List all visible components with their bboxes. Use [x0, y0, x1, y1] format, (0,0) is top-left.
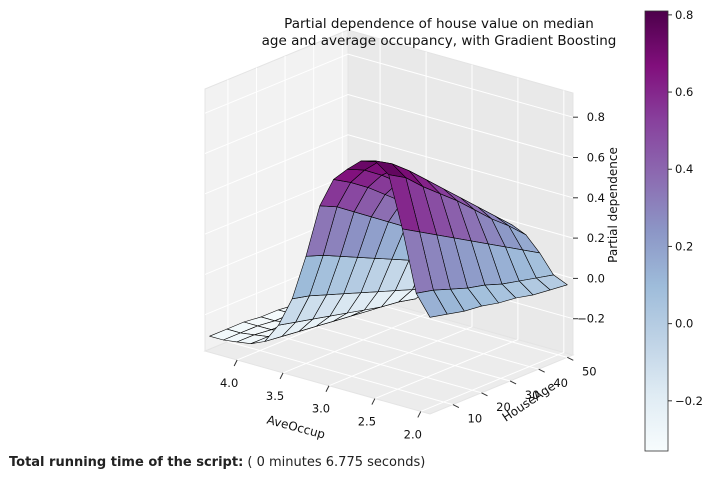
- surface-facet: [415, 289, 448, 318]
- runtime-value: ( 0 minutes 6.775 seconds): [243, 455, 426, 470]
- runtime-label: Total running time of the script:: [9, 455, 244, 470]
- x-tick-label: 2.5: [358, 415, 376, 429]
- colorbar: 0.8 0.6 0.4 0.2 0.0 −0.2: [644, 8, 703, 452]
- z-tick-label: −0.2: [577, 312, 605, 326]
- y-tick-label: 50: [582, 364, 597, 378]
- grid-line-x: [328, 64, 473, 387]
- z-tick-label: 0.8: [587, 110, 605, 124]
- colorbar-tick-label: 0.4: [675, 162, 693, 176]
- y-tick-mark: [538, 368, 545, 373]
- y-tick-mark: [452, 404, 460, 409]
- y-tick-label: 10: [468, 412, 483, 426]
- x-tick-mark: [279, 372, 284, 380]
- colorbar-tick-label: 0.0: [675, 317, 693, 331]
- partial-dependence-3d-chart: 4.0 3.5 3.0 2.5 2.0 10 20 30 40 50 0.8 0.6 0.4 0.2 0.0…: [203, 8, 703, 452]
- colorbar-tick-label: −0.2: [675, 394, 703, 408]
- grid-line-z: [204, 93, 574, 158]
- z-tick-label: 0.6: [587, 150, 605, 164]
- z-tick-label: 0.4: [587, 191, 605, 205]
- x-tick-mark: [417, 411, 422, 418]
- grid-line-z: [204, 134, 574, 199]
- grid-line-x: [282, 51, 427, 374]
- colorbar-gradient: [644, 10, 669, 452]
- y-tick-mark: [567, 356, 574, 361]
- x-axis-label: AveOccup: [265, 413, 326, 442]
- z-tick-label: 0.2: [587, 231, 605, 245]
- grid-line-x: [374, 77, 519, 400]
- x-tick-label: 3.5: [266, 389, 284, 403]
- grid-line-y: [227, 79, 454, 406]
- axis-ticks: 4.0 3.5 3.0 2.5 2.0 10 20 30 40 50 0.8 0.6 0.4 0.2 0.0…: [220, 110, 605, 441]
- grid-line-x: [420, 90, 565, 412]
- colorbar-tick-label: 0.6: [675, 85, 693, 99]
- y-tick-mark: [509, 380, 517, 385]
- x-tick-label: 2.0: [404, 427, 422, 441]
- z-axis-label: Partial dependence: [606, 147, 620, 263]
- x-tick-label: 3.0: [312, 402, 330, 416]
- x-tick-mark: [325, 385, 330, 392]
- y-tick-label: 20: [496, 400, 511, 414]
- y-tick-label: 40: [553, 376, 568, 390]
- x-tick-mark: [371, 398, 376, 405]
- z-tick-label: 0.0: [587, 271, 605, 285]
- surface: [209, 160, 568, 345]
- chart-title-line: age and average occupancy, with Gradient…: [262, 33, 617, 49]
- x-tick-label: 4.0: [220, 376, 238, 390]
- colorbar-tick-label: 0.8: [675, 8, 693, 22]
- y-tick-mark: [481, 392, 488, 397]
- chart-title-line: Partial dependence of house value on med…: [284, 16, 594, 32]
- x-tick-mark: [233, 359, 238, 367]
- script-runtime-footer: Total running time of the script: ( 0 mi…: [9, 455, 425, 470]
- y-tick-label: 30: [525, 388, 540, 402]
- grid-line-z: [204, 53, 574, 118]
- colorbar-tick-label: 0.2: [675, 239, 693, 253]
- chart-title: Partial dependence of house value on med…: [262, 16, 617, 49]
